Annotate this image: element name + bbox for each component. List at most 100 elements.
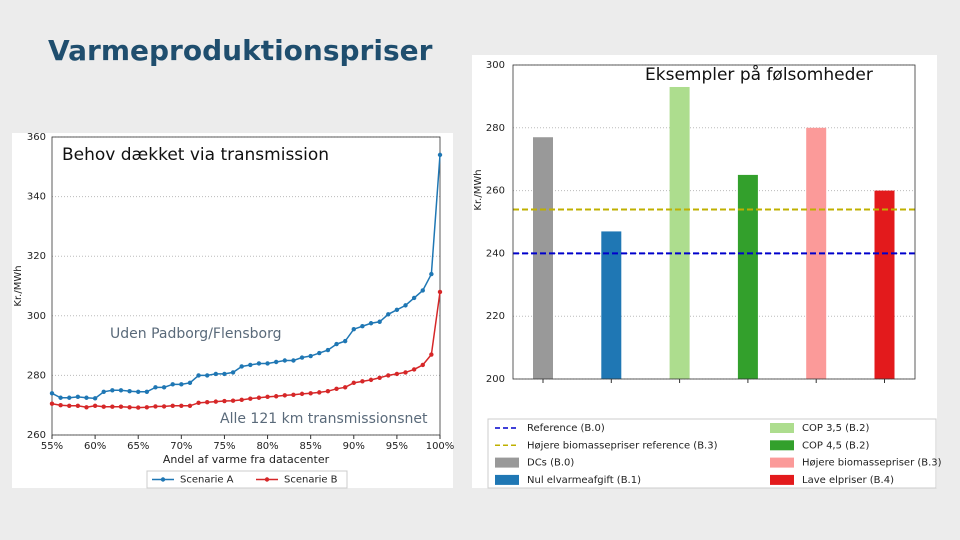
point: [273, 394, 279, 399]
point: [437, 289, 443, 295]
annotation-bg: [216, 409, 438, 429]
point: [360, 379, 365, 384]
y-tick-label: 220: [486, 311, 505, 322]
point: [213, 399, 219, 404]
x-tick-label: 60%: [84, 441, 106, 452]
x-tick-label: 55%: [41, 441, 63, 452]
y-tick-label: 240: [486, 248, 505, 259]
y-tick-label: 300: [27, 311, 46, 322]
point: [136, 389, 141, 394]
point: [248, 362, 253, 368]
y-tick-label: 280: [27, 370, 46, 381]
legend-label: DCs (B.0): [527, 458, 574, 469]
y-tick-label: 260: [486, 186, 505, 197]
point: [411, 367, 417, 372]
x-tick-label: 85%: [300, 441, 322, 452]
point: [420, 362, 425, 368]
point: [161, 385, 167, 390]
point: [429, 271, 434, 277]
point: [377, 319, 382, 324]
legend-label: Lave elpriser (B.4): [802, 475, 894, 486]
point: [110, 388, 115, 393]
point: [136, 405, 141, 410]
legend-swatch: [495, 474, 519, 485]
point: [58, 395, 63, 400]
point: [377, 375, 382, 380]
legend-label: COP 4,5 (B.2): [802, 440, 869, 451]
annotation: Uden Padborg/Flensborg: [110, 326, 282, 342]
annotation: Alle 121 km transmissionsnet: [220, 411, 428, 427]
point: [153, 404, 158, 409]
legend-swatch: [770, 423, 794, 433]
point: [282, 393, 287, 398]
point: [196, 373, 201, 378]
point: [213, 371, 219, 377]
bar: [669, 86, 690, 379]
point: [299, 391, 305, 397]
point: [118, 404, 124, 409]
point: [67, 403, 72, 408]
point: [386, 312, 391, 317]
y-tick-label: 300: [486, 60, 505, 71]
point: [170, 403, 175, 408]
point: [84, 395, 89, 400]
point: [179, 382, 184, 387]
legend-swatch: [495, 457, 519, 468]
point: [368, 377, 374, 383]
point: [342, 338, 348, 344]
point: [317, 350, 322, 356]
point: [153, 385, 158, 390]
point: [222, 398, 227, 404]
point: [127, 388, 132, 394]
point: [239, 397, 244, 403]
chart-title: Eksempler på følsomheder: [645, 64, 873, 85]
bar: [874, 190, 895, 379]
legend-swatch: [770, 457, 794, 468]
point: [101, 404, 106, 409]
point: [110, 404, 115, 409]
y-tick-label: 260: [27, 430, 46, 441]
legend-label: COP 3,5 (B.2): [802, 423, 869, 434]
point: [222, 371, 227, 377]
y-tick-label: 340: [27, 192, 46, 203]
point: [179, 403, 184, 408]
legend-swatch: [770, 440, 794, 451]
point: [265, 361, 270, 366]
point: [291, 392, 296, 397]
point: [360, 324, 365, 329]
legend-label: Reference (B.0): [527, 423, 605, 434]
point: [273, 359, 279, 365]
point: [394, 371, 400, 377]
point: [265, 394, 270, 400]
series-line: [51, 154, 441, 400]
plot-frame: [51, 136, 441, 436]
point: [144, 405, 150, 410]
point: [334, 386, 339, 392]
point: [256, 395, 262, 400]
point: [351, 380, 356, 386]
point: [394, 307, 400, 313]
x-tick-label: 70%: [170, 441, 192, 452]
point: [308, 353, 313, 359]
legend-label: Scenarie A: [180, 475, 234, 486]
point: [420, 288, 425, 293]
point: [334, 341, 339, 347]
point: [49, 391, 55, 396]
point: [282, 358, 287, 363]
point: [248, 396, 253, 401]
point: [256, 361, 262, 366]
legend-marker: [264, 477, 270, 482]
slide-title: Varmeproduktionspriser: [48, 34, 433, 67]
x-tick-label: 65%: [127, 441, 149, 452]
legend-swatch: [770, 474, 794, 485]
point: [92, 403, 98, 408]
point: [205, 400, 210, 405]
bar: [737, 174, 758, 379]
point: [75, 403, 81, 408]
point: [230, 398, 236, 403]
y-tick-label: 200: [486, 374, 505, 385]
point: [67, 395, 72, 400]
y-axis-label: Kr./MWh: [473, 169, 484, 210]
point: [187, 403, 193, 408]
point: [101, 389, 106, 394]
